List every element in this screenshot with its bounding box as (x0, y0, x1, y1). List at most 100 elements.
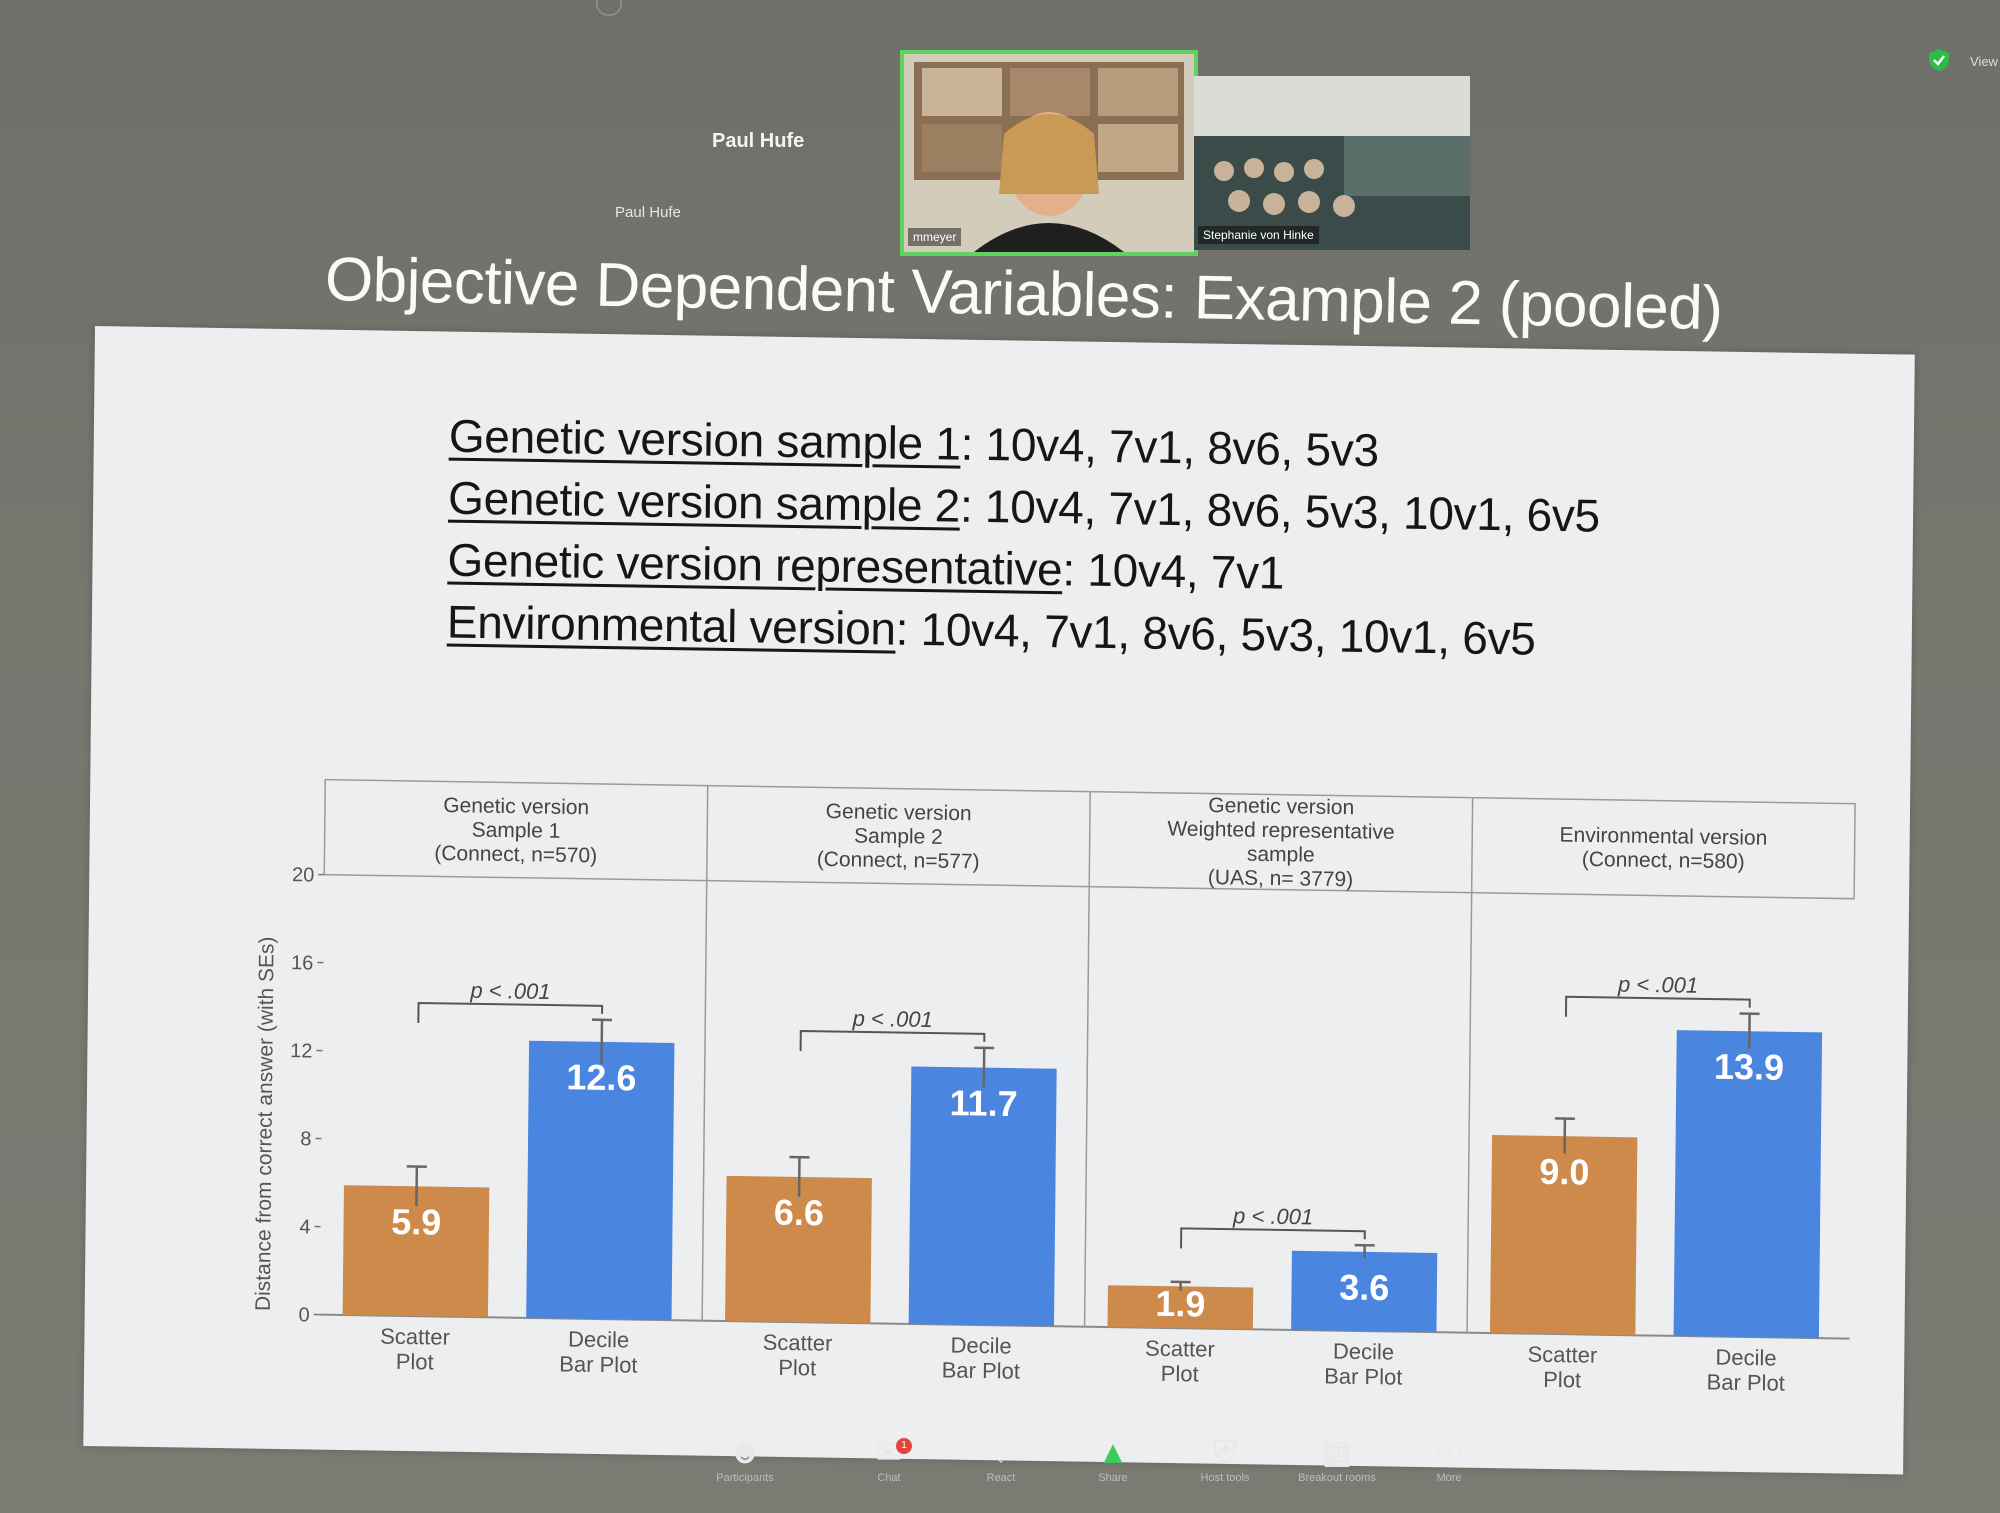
react-icon: ♡ (986, 1434, 1016, 1470)
participant-tile-room[interactable]: Stephanie von Hinke (1194, 76, 1470, 250)
significance-bracket (1564, 995, 1751, 1017)
significance-label: p < .001 (469, 978, 550, 1004)
bar-decile-bar-plot (526, 1040, 675, 1321)
x-category-label: Plot (396, 1349, 434, 1375)
sample-items: : 10v4, 7v1, 8v6, 5v3 (960, 417, 1380, 477)
slide-title: Objective Dependent Variables: Example 2… (324, 245, 1724, 344)
facet-title-line: Weighted representative (1167, 817, 1394, 844)
bar-value-label: 3.6 (1339, 1266, 1389, 1308)
view-button[interactable]: View (1970, 54, 1998, 69)
bar-decile-bar-plot (1291, 1250, 1438, 1333)
facet-title-line: Sample 1 (472, 818, 561, 842)
participant-tile-name: mmeyer (908, 228, 962, 246)
facet-title-line: (Connect, n=577) (817, 848, 980, 874)
chat-badge: 1 (896, 1438, 912, 1454)
sample-label: Environmental version (446, 595, 896, 655)
facet-title-line: (UAS, n= 3779) (1208, 866, 1354, 891)
shield-icon: ⛨ (1212, 1434, 1237, 1470)
chat-icon: ✉ (875, 1434, 903, 1470)
facet-title-line: (Connect, n=580) (1582, 848, 1745, 874)
x-category-label: Scatter (1527, 1342, 1597, 1368)
y-tick-label: 12 (290, 1040, 312, 1062)
x-category-label: Bar Plot (942, 1357, 1021, 1383)
y-tick-label: 20 (292, 864, 314, 886)
facet-title-line: Sample 2 (854, 824, 943, 848)
bar-value-label: 6.6 (774, 1192, 824, 1234)
sample-items: : 10v4, 7v1 (1062, 543, 1285, 599)
sample-label: Genetic version sample 2 (447, 471, 961, 532)
chat-label: Chat (877, 1472, 901, 1484)
bar-scatter-plot (725, 1175, 872, 1324)
facet-title-line: Environmental version (1559, 824, 1767, 850)
bar-scatter-plot (1107, 1285, 1254, 1330)
participant-tile-active[interactable]: mmeyer (900, 50, 1198, 256)
participants-icon: ☻ (728, 1434, 762, 1470)
security-shield-icon[interactable] (1928, 48, 1950, 72)
facet-divider (701, 785, 709, 1321)
participants-label: Participants (716, 1472, 774, 1484)
significance-bracket (1180, 1227, 1366, 1249)
sample-list: Genetic version sample 1: 10v4, 7v1, 8v6… (447, 405, 1749, 673)
sample-items: : 10v4, 7v1, 8v6, 5v3, 10v1, 6v5 (895, 602, 1536, 665)
y-tick-label: 4 (299, 1216, 310, 1238)
facet-title-line: Genetic version (443, 794, 589, 819)
facet-title-line: sample (1247, 843, 1315, 867)
chat-button[interactable]: ✉ 1 Chat (834, 1432, 944, 1484)
y-tick-label: 16 (291, 952, 313, 974)
x-category-label: Plot (1543, 1367, 1581, 1393)
more-label: More (1436, 1472, 1462, 1484)
bar-value-label: 13.9 (1714, 1046, 1784, 1088)
bar-value-label: 12.6 (566, 1056, 636, 1098)
share-icon: ▲ (1097, 1434, 1129, 1470)
bar-scatter-plot (1489, 1135, 1638, 1336)
zoom-top-bar (0, 0, 2000, 40)
x-category-label: Bar Plot (1324, 1363, 1403, 1389)
facet-title-line: Genetic version (826, 800, 972, 825)
facet-title-line: Genetic version (1208, 794, 1354, 819)
participants-button[interactable]: ☻ Participants (690, 1432, 800, 1484)
y-axis-title: Distance from correct answer (with SEs) (252, 936, 279, 1311)
host-tools-label: Host tools (1200, 1472, 1250, 1484)
x-category-label: Decile (1715, 1345, 1776, 1371)
bar-value-label: 11.7 (949, 1082, 1018, 1124)
y-tick-label: 0 (298, 1304, 309, 1326)
significance-label: p < .001 (852, 1006, 933, 1032)
react-label: React (986, 1472, 1016, 1484)
sample-items: : 10v4, 7v1, 8v6, 5v3, 10v1, 6v5 (959, 479, 1601, 542)
significance-bracket (799, 1029, 986, 1051)
x-category-label: Plot (778, 1355, 816, 1381)
participant-video-classroom (1194, 76, 1470, 250)
x-category-label: Bar Plot (559, 1351, 638, 1377)
breakout-label: Breakout rooms (1298, 1472, 1376, 1484)
facet-divider (1083, 791, 1091, 1327)
facet-title-line: (Connect, n=570) (434, 842, 597, 868)
breakout-icon: ▦ (1321, 1434, 1353, 1470)
speaker-name-primary: Paul Hufe (712, 130, 805, 152)
participant-video-strip: mmeyer Stephanie von Hinke (900, 50, 1472, 256)
significance-bracket (417, 1001, 604, 1023)
x-category-label: Decile (568, 1327, 629, 1353)
share-label: Share (1098, 1472, 1128, 1484)
y-tick-label: 8 (300, 1128, 311, 1150)
more-button[interactable]: ⋯ More (1394, 1432, 1504, 1484)
sample-label: Genetic version sample 1 (448, 409, 961, 470)
x-category-label: Scatter (380, 1324, 450, 1350)
x-category-label: Decile (1333, 1339, 1394, 1365)
x-category-label: Scatter (763, 1330, 833, 1356)
x-category-label: Scatter (1145, 1336, 1215, 1362)
host-tools-button[interactable]: ⛨ Host tools (1170, 1432, 1280, 1484)
bar-decile-bar-plot (1673, 1030, 1823, 1339)
meeting-timer-icon[interactable] (596, 0, 622, 16)
speaker-name-secondary: Paul Hufe (615, 204, 681, 221)
zoom-toolbar: ☻ Participants ✉ 1 Chat ♡ React ▲ Share … (0, 1420, 2000, 1513)
x-category-label: Plot (1161, 1361, 1199, 1387)
bar-value-label: 9.0 (1539, 1151, 1589, 1193)
breakout-rooms-button[interactable]: ▦ Breakout rooms (1282, 1432, 1392, 1484)
significance-label: p < .001 (1232, 1203, 1313, 1229)
react-button[interactable]: ♡ React (946, 1432, 1056, 1484)
sample-label: Genetic version representative (447, 533, 1063, 596)
more-icon: ⋯ (1433, 1434, 1465, 1470)
share-button[interactable]: ▲ Share (1058, 1432, 1168, 1484)
participant-video-bookshelf (904, 54, 1194, 252)
facet-divider (1466, 797, 1474, 1333)
